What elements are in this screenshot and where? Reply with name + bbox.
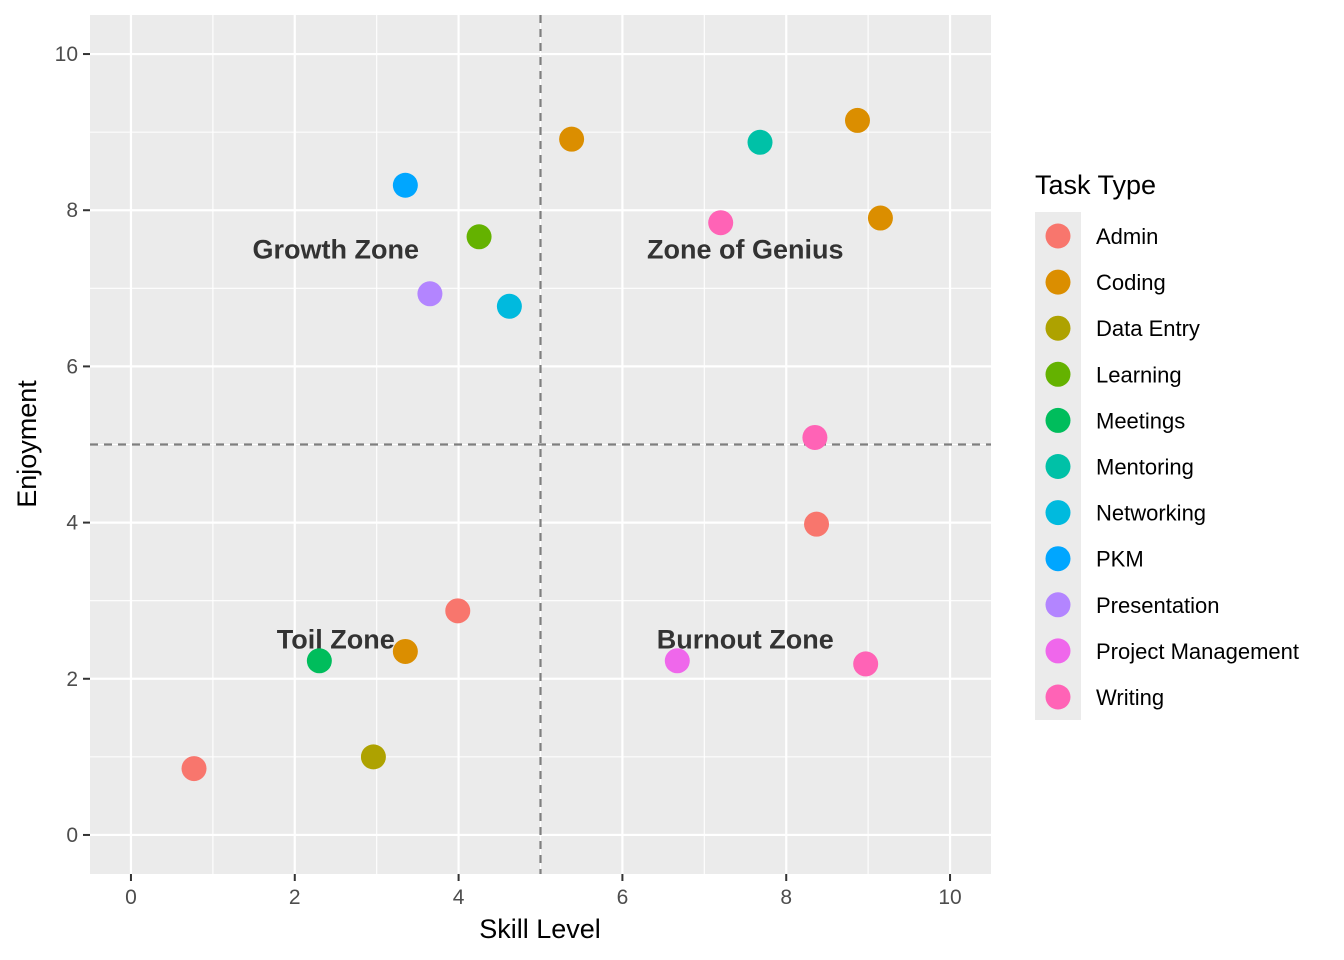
y-tick-label: 0 <box>66 824 78 847</box>
legend: Task Type Admin Coding Data Entry Learning M… <box>1035 170 1299 720</box>
x-tick-label: 6 <box>617 886 629 909</box>
data-point <box>559 126 585 152</box>
legend-key <box>1045 315 1071 341</box>
data-point <box>664 648 690 674</box>
data-point <box>392 638 418 664</box>
legend-key <box>1045 592 1071 618</box>
data-point <box>804 511 830 537</box>
zone-label: Burnout Zone <box>657 625 834 655</box>
legend-key <box>1045 407 1071 433</box>
zone-label: Zone of Genius <box>647 234 844 264</box>
legend-label: PKM <box>1096 547 1144 572</box>
data-point <box>306 648 332 674</box>
data-point <box>844 107 870 133</box>
y-tick-label: 2 <box>66 668 78 691</box>
x-tick-label: 2 <box>289 886 301 909</box>
reference-lines <box>90 15 991 874</box>
legend-label: Coding <box>1096 270 1166 295</box>
legend-key <box>1045 269 1071 295</box>
legend-label: Data Entry <box>1096 316 1200 341</box>
data-point <box>392 172 418 198</box>
legend-label: Meetings <box>1096 408 1185 433</box>
data-point <box>417 281 443 307</box>
x-tick-label: 0 <box>125 886 137 909</box>
y-axis-title: Enjoyment <box>12 380 42 508</box>
legend-label: Admin <box>1096 224 1158 249</box>
legend-key <box>1045 546 1071 572</box>
data-point <box>445 598 471 624</box>
x-tick-label: 4 <box>453 886 465 909</box>
legend-label: Writing <box>1096 685 1164 710</box>
data-point <box>747 129 773 155</box>
legend-items: Admin Coding Data Entry Learning Meetings Men… <box>1045 223 1299 710</box>
legend-label: Mentoring <box>1096 455 1194 480</box>
x-tick-label: 10 <box>938 886 961 909</box>
legend-key <box>1045 684 1071 710</box>
legend-label: Project Management <box>1096 639 1299 664</box>
data-point <box>708 210 734 236</box>
legend-key <box>1045 361 1071 387</box>
data-point <box>853 651 879 677</box>
x-axis-title: Skill Level <box>479 914 601 944</box>
data-point <box>496 293 522 319</box>
legend-label: Learning <box>1096 362 1182 387</box>
legend-key <box>1045 638 1071 664</box>
legend-key <box>1045 500 1071 526</box>
data-point <box>181 756 207 782</box>
zone-label: Growth Zone <box>252 234 418 264</box>
legend-key <box>1045 223 1071 249</box>
y-tick-label: 4 <box>66 512 78 535</box>
data-point <box>802 424 828 450</box>
legend-label: Networking <box>1096 501 1206 526</box>
y-tick-label: 8 <box>66 199 78 222</box>
zone-label: Toil Zone <box>277 625 395 655</box>
x-tick-label: 8 <box>780 886 792 909</box>
legend-label: Presentation <box>1096 593 1220 618</box>
data-points <box>181 107 893 782</box>
x-axis-ticks: 0 2 4 6 8 10 <box>125 874 962 909</box>
y-tick-label: 10 <box>55 43 78 66</box>
zone-labels: Growth Zone Zone of Genius Toil Zone Burnou… <box>252 234 843 654</box>
y-tick-label: 6 <box>66 355 78 378</box>
y-axis-ticks: 0 2 4 6 8 10 <box>55 43 90 847</box>
legend-title: Task Type <box>1035 170 1156 200</box>
data-point <box>466 224 492 250</box>
legend-key <box>1045 454 1071 479</box>
data-point <box>360 744 386 770</box>
data-point <box>867 205 893 231</box>
